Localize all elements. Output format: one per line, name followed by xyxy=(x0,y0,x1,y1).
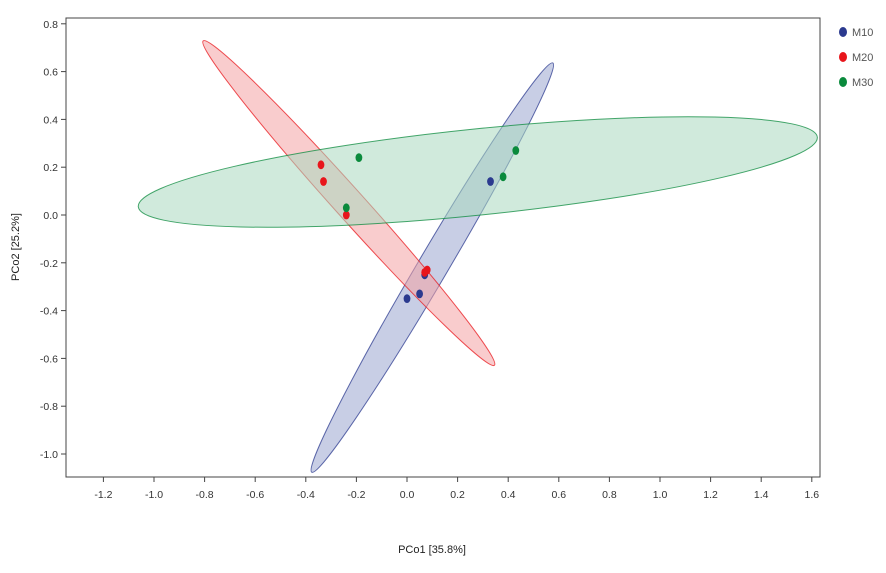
legend: M10 M20 M30 xyxy=(839,27,873,89)
data-point-m20 xyxy=(342,210,350,220)
data-point-m20 xyxy=(317,160,325,170)
legend-marker-m30 xyxy=(839,77,847,87)
y-axis-title: PCo2 [25.2%] xyxy=(10,213,22,281)
x-tick-label: 0.6 xyxy=(551,489,566,501)
y-tick-label: 0.4 xyxy=(43,114,58,126)
x-tick-label: -0.6 xyxy=(246,489,264,501)
x-tick-label: -0.8 xyxy=(196,489,214,501)
x-tick-label: -1.0 xyxy=(145,489,163,501)
y-axis: 0.8 0.6 0.4 0.2 0.0 -0.2 -0.4 -0.6 -0.8 -1.0 xyxy=(40,19,66,461)
y-tick-label: -1.0 xyxy=(40,449,58,461)
data-point-m20 xyxy=(421,268,429,277)
data-point-m10 xyxy=(416,289,423,299)
legend-marker-m10 xyxy=(839,27,847,37)
data-point-m30 xyxy=(499,172,507,182)
data-point-m30 xyxy=(355,153,363,163)
y-tick-label: 0.8 xyxy=(43,19,58,31)
x-tick-label: 0.0 xyxy=(400,489,415,501)
x-tick-label: 0.2 xyxy=(450,489,465,501)
x-tick-label: 1.6 xyxy=(804,489,819,501)
legend-marker-m20 xyxy=(839,52,847,62)
x-tick-label: 0.4 xyxy=(501,489,516,501)
x-tick-label: 1.0 xyxy=(653,489,668,501)
legend-label-m20: M20 xyxy=(852,52,873,64)
x-tick-label: -0.4 xyxy=(297,489,315,501)
y-tick-label: -0.6 xyxy=(40,353,58,365)
y-tick-label: 0.0 xyxy=(43,210,58,222)
data-point-m30 xyxy=(512,146,520,155)
x-tick-label: -0.2 xyxy=(347,489,365,501)
point-layer xyxy=(317,146,520,303)
data-point-m10 xyxy=(487,177,494,186)
legend-label-m30: M30 xyxy=(852,77,873,89)
confidence-ellipse-m30 xyxy=(137,116,818,228)
x-axis: -1.2 -1.0 -0.8 -0.6 -0.4 -0.2 0.0 0.2 0.4 0.6 0.8 1… xyxy=(94,477,819,501)
data-point-m10 xyxy=(403,294,411,303)
legend-label-m10: M10 xyxy=(852,27,873,39)
x-axis-title: PCo1 [35.8%] xyxy=(398,544,466,556)
y-tick-label: -0.2 xyxy=(40,258,58,270)
y-tick-label: 0.2 xyxy=(43,162,58,174)
x-tick-label: 0.8 xyxy=(602,489,617,501)
x-tick-label: 1.2 xyxy=(703,489,718,501)
x-tick-label: -1.2 xyxy=(94,489,112,501)
data-point-m30 xyxy=(342,203,350,213)
ellipse-layer xyxy=(137,40,818,473)
y-tick-label: -0.4 xyxy=(40,306,58,318)
plot-frame xyxy=(65,17,821,478)
x-tick-label: 1.4 xyxy=(754,489,769,501)
confidence-ellipse-m10 xyxy=(310,62,555,473)
y-tick-label: -0.8 xyxy=(40,401,58,413)
y-tick-label: 0.6 xyxy=(43,67,58,79)
data-point-m20 xyxy=(320,177,327,186)
